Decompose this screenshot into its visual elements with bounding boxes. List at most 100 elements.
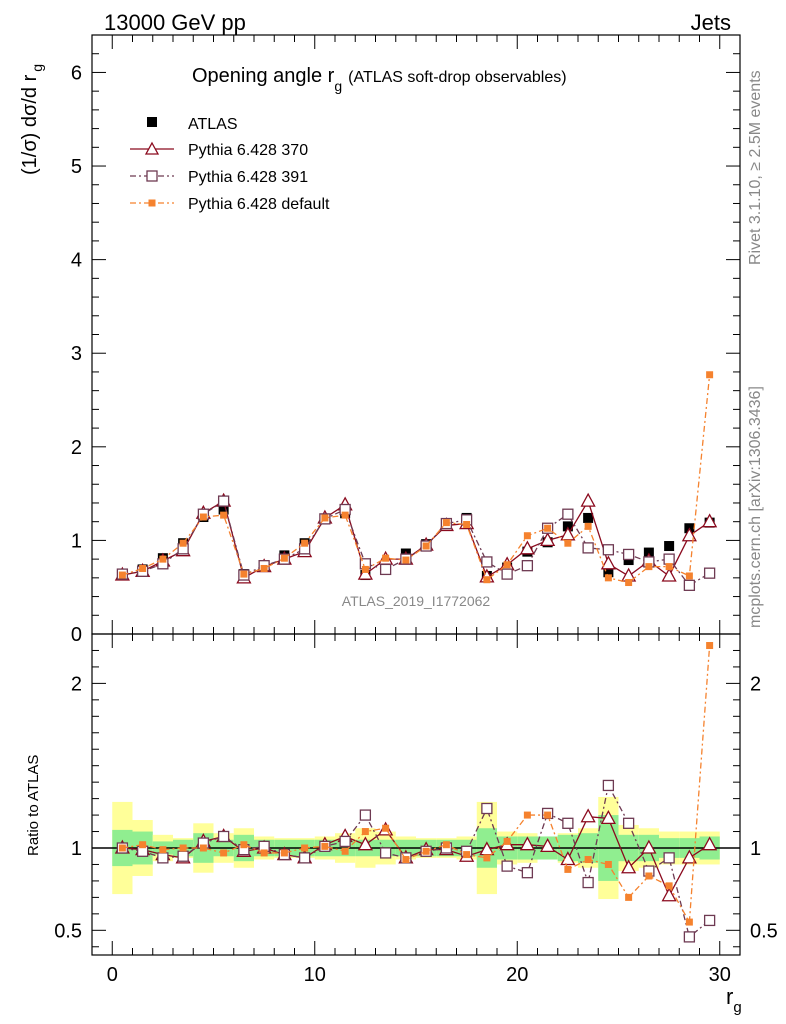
ratio-point-pythia-370 (621, 859, 637, 874)
y-axis-label: (1/σ) dσ/d rg (19, 64, 45, 175)
main-point-pythia-370 (519, 540, 535, 555)
ratio-point-pythia-370 (357, 836, 373, 851)
main-point-pythia-default (503, 561, 511, 569)
main-point-pythia-default (402, 556, 410, 564)
ratio-point-pythia-default (645, 872, 653, 880)
legend: ATLAS Pythia 6.428 370 Pythia 6.428 391 … (130, 116, 330, 213)
main-point-pythia-default (118, 571, 126, 579)
main-point-pythia-default (159, 555, 167, 563)
main-point-atlas (664, 541, 675, 552)
legend-label-pythia-391: Pythia 6.428 391 (188, 169, 308, 186)
header-energy-label: 13000 GeV pp (104, 10, 246, 35)
ratio-point-pythia-391 (663, 852, 675, 864)
ratio-point-pythia-default (139, 841, 147, 849)
ratio-point-pythia-391 (562, 817, 574, 829)
x-tick-label: 0 (107, 964, 118, 986)
ratio-line-pythia-default (122, 645, 711, 925)
main-point-pythia-391 (217, 495, 230, 507)
ratio-y-tick-label-right: 2 (750, 673, 761, 695)
y-tick-label: 2 (71, 437, 82, 459)
main-point-pythia-391 (481, 556, 493, 568)
ratio-point-pythia-370 (600, 810, 616, 825)
ratio-point-pythia-391 (521, 867, 534, 879)
main-line-pythia-370 (122, 499, 710, 579)
ratio-point-pythia-default (564, 865, 572, 873)
ratio-point-pythia-default (301, 844, 309, 852)
ratio-y-tick-label: 2 (71, 673, 82, 695)
main-point-pythia-default (483, 576, 491, 584)
ratio-point-pythia-default (179, 844, 187, 852)
ratio-point-pythia-default (584, 856, 592, 864)
main-point-pythia-370 (702, 513, 718, 528)
main-line-pythia-391 (122, 500, 710, 587)
main-point-pythia-default (199, 513, 207, 521)
ratio-point-pythia-391 (622, 817, 635, 829)
ratio-point-pythia-default (442, 841, 450, 849)
ratio-line-pythia-391 (122, 783, 711, 939)
main-point-pythia-default (665, 563, 673, 571)
ratio-point-pythia-391 (177, 850, 189, 862)
y-tick-label: 5 (71, 156, 82, 178)
ratio-y-tick-label: 0.5 (54, 920, 82, 942)
main-point-pythia-default (625, 579, 633, 587)
ratio-point-pythia-default (503, 837, 511, 845)
y-tick-label: 4 (71, 250, 82, 272)
main-point-pythia-default (341, 511, 349, 519)
main-point-atlas (603, 567, 614, 578)
x-tick-label: 30 (709, 964, 731, 986)
ratio-point-pythia-default (280, 849, 288, 857)
main-point-pythia-default (179, 539, 187, 547)
x-tick-label: 20 (506, 964, 528, 986)
main-point-pythia-370 (357, 565, 373, 580)
mcplots-label: mcplots.cern.ch [arXiv:1306.3436] (747, 386, 764, 628)
ratio-point-pythia-391 (602, 779, 615, 792)
legend-entry-pythia-default: Pythia 6.428 default (130, 196, 330, 213)
main-point-pythia-370 (600, 555, 616, 570)
main-point-pythia-391 (562, 508, 574, 520)
main-point-atlas (643, 547, 654, 558)
ratio-point-pythia-default (341, 847, 349, 855)
x-axis-label: rg (726, 984, 742, 1016)
main-point-pythia-391 (521, 560, 534, 572)
main-point-pythia-370 (580, 492, 596, 507)
ratio-point-pythia-default (523, 811, 531, 819)
ratio-point-pythia-default (361, 828, 369, 836)
ratio-point-pythia-default (118, 844, 126, 852)
ratio-point-pythia-default (604, 860, 612, 868)
y-tick-label: 0 (71, 624, 82, 646)
ratio-point-pythia-default (402, 856, 410, 864)
main-point-pythia-391 (602, 544, 615, 556)
ratio-point-pythia-370 (702, 836, 718, 851)
main-point-pythia-default (240, 570, 248, 578)
ratio-point-pythia-391 (157, 852, 169, 864)
main-point-pythia-370 (540, 532, 556, 547)
main-point-atlas (583, 512, 594, 523)
ratio-y-tick-label: 1 (71, 838, 82, 860)
ratio-point-pythia-default (544, 811, 552, 819)
ratio-point-pythia-391 (683, 931, 696, 943)
ratio-point-pythia-370 (681, 849, 697, 864)
rivet-version-label: Rivet 3.1.10, ≥ 2.5M events (747, 70, 764, 265)
header-process-label: Jets (691, 10, 731, 35)
legend-marker-pythia-default (148, 199, 156, 207)
main-point-pythia-391 (501, 568, 513, 580)
legend-marker-pythia-391 (146, 170, 158, 182)
main-point-pythia-default (706, 371, 714, 379)
ratio-point-pythia-default (665, 882, 673, 890)
ratio-point-pythia-default (422, 847, 430, 855)
main-point-atlas (562, 521, 573, 532)
ratio-point-pythia-391 (379, 847, 392, 859)
y-tick-label: 6 (71, 62, 82, 84)
main-point-pythia-default (301, 539, 309, 547)
main-point-pythia-default (604, 574, 612, 582)
legend-marker-atlas (147, 117, 157, 127)
ratio-point-pythia-default (321, 842, 329, 850)
ratio-y-axis-label: Ratio to ATLAS (25, 755, 42, 856)
legend-label-atlas: ATLAS (188, 116, 238, 133)
ratio-point-pythia-391 (582, 876, 594, 889)
main-point-pythia-default (544, 524, 552, 532)
ratio-point-pythia-default (625, 893, 633, 901)
ratio-point-pythia-default (706, 642, 714, 650)
legend-entry-atlas: ATLAS (147, 116, 238, 133)
